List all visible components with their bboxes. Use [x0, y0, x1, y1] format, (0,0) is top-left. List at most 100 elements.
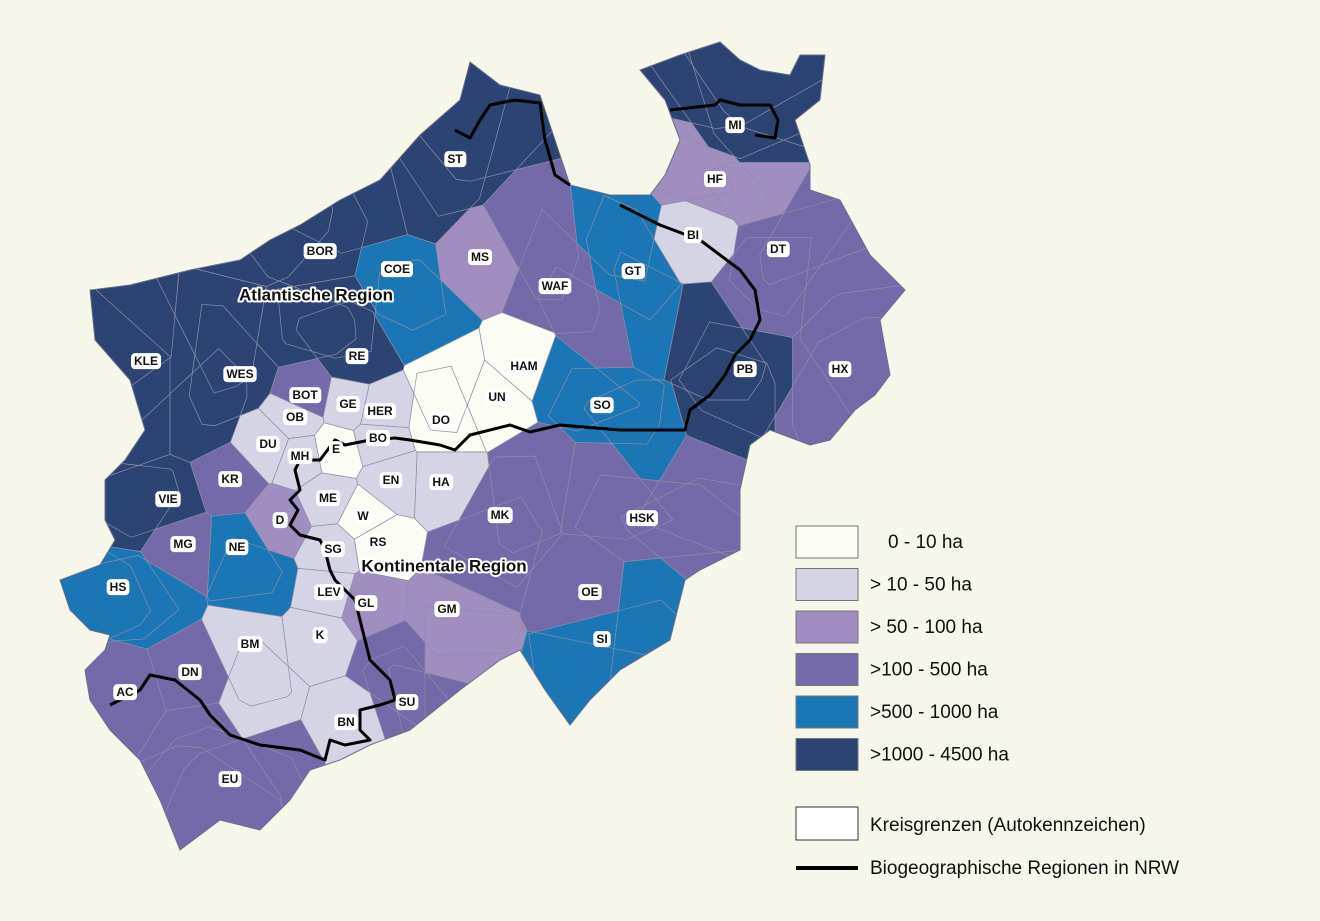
label-background: [170, 536, 196, 553]
district-label: MG: [173, 537, 192, 551]
label-background: [354, 508, 373, 525]
district-label: HER: [367, 404, 393, 418]
label-background: [487, 507, 513, 524]
district-label: BM: [241, 637, 260, 651]
label-background: [113, 684, 137, 701]
label-background: [312, 627, 328, 644]
district-label: MS: [471, 250, 489, 264]
label-background: [434, 601, 460, 618]
label-background: [283, 409, 308, 426]
district-label: RE: [349, 349, 366, 363]
label-background: [621, 263, 645, 280]
label-background: [507, 358, 541, 375]
district-label: DT: [770, 242, 787, 256]
label-background: [178, 664, 202, 681]
district-label: MI: [728, 118, 741, 132]
legend-label: >1000 - 4500 ha: [870, 745, 1009, 766]
label-background: [289, 387, 322, 404]
label-background: [345, 348, 369, 365]
label-background: [733, 361, 757, 378]
district-label: SI: [596, 632, 607, 646]
district-label: OB: [286, 410, 304, 424]
legend-swatch: [795, 568, 859, 601]
district-label: UN: [488, 390, 505, 404]
label-background: [578, 584, 602, 601]
region-boundary: [109, 203, 762, 762]
region-boundary: [669, 98, 780, 140]
legend-label: >100 - 500 ha: [870, 660, 988, 681]
district-label: GM: [437, 602, 456, 616]
district-label: GE: [339, 397, 356, 411]
district-labels: ST BOR COE MS WAF GT BI HF MI DT HX PB SO HAM UN DO HER G…: [106, 117, 852, 788]
district-label: SG: [324, 542, 341, 556]
label-background: [429, 412, 453, 429]
label-background: [272, 512, 288, 529]
label-background: [468, 249, 492, 266]
legend-swatch: [795, 738, 859, 771]
district-label: ME: [319, 491, 337, 505]
label-background: [131, 353, 161, 370]
district-label: HF: [707, 172, 723, 186]
state-outline: [59, 41, 906, 851]
legend-label: Kreisgrenzen (Autokennzeichen): [870, 815, 1146, 836]
region-label: Kontinentale Region: [361, 556, 526, 575]
legend: 0 - 10 ha > 10 - 50 ha > 50 - 100 ha >100 -…: [795, 525, 1009, 771]
district-label: HSK: [629, 511, 655, 525]
district-label: WAF: [542, 279, 569, 293]
legend-swatch: [795, 610, 859, 644]
region-boundary: [454, 98, 571, 187]
district-label: GT: [625, 264, 642, 278]
label-background: [684, 227, 702, 244]
label-background: [626, 510, 658, 527]
district-label: W: [357, 509, 369, 523]
district-label: SU: [399, 695, 416, 709]
district-label: DO: [432, 413, 450, 427]
label-background: [704, 171, 726, 188]
district-label: LEV: [317, 585, 340, 599]
district-label: DN: [181, 665, 198, 679]
label-background: [485, 389, 509, 406]
district-label: GL: [358, 596, 375, 610]
label-background: [725, 117, 745, 134]
district-label: SO: [593, 398, 610, 412]
district-label: MK: [491, 508, 510, 522]
legend-label: >500 - 1000 ha: [870, 702, 999, 723]
label-background: [364, 403, 396, 420]
label-background: [395, 694, 419, 711]
label-background: [106, 579, 130, 596]
label-background: [218, 471, 242, 488]
district-label: AC: [116, 685, 134, 699]
label-background: [379, 472, 403, 489]
legend-swatch: [795, 806, 859, 841]
district-label: WES: [226, 367, 253, 381]
district-label: BI: [687, 228, 699, 242]
district-label: HA: [432, 475, 450, 489]
district-label: BOR: [307, 244, 334, 258]
district-label: BOT: [292, 388, 318, 402]
label-background: [828, 361, 852, 378]
region-label: Atlantische Region: [239, 285, 393, 304]
label-background: [218, 771, 242, 788]
legend-label: > 50 - 100 ha: [870, 617, 983, 638]
label-background: [256, 436, 280, 453]
district-label: RS: [370, 535, 387, 549]
district-label: BO: [369, 431, 387, 445]
district-label: EN: [383, 473, 400, 487]
legend-swatch: [795, 525, 859, 559]
district-label: K: [316, 628, 325, 642]
legend-label: > 10 - 50 ha: [870, 575, 972, 596]
district-label: D: [276, 513, 285, 527]
label-background: [321, 541, 345, 558]
label-background: [538, 278, 572, 295]
district-label: ST: [447, 152, 463, 166]
district-label: EU: [222, 772, 239, 786]
district-label: HAM: [510, 359, 537, 373]
district-label: MH: [291, 449, 310, 463]
legend-label: Biogeographische Regionen in NRW: [870, 858, 1179, 879]
district-label: VIE: [158, 492, 177, 506]
district-label: KR: [221, 472, 239, 486]
label-background: [336, 396, 360, 413]
district-label: PB: [737, 362, 754, 376]
district-label: HS: [110, 580, 127, 594]
